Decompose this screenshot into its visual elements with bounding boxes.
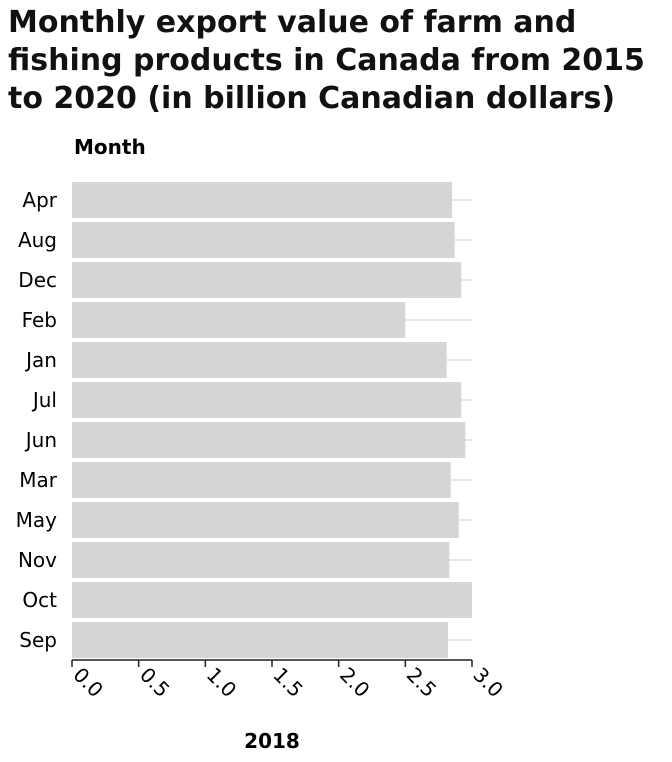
y-tick-label: Dec (18, 268, 57, 292)
y-tick-label: Oct (22, 588, 57, 612)
x-axis-label: 2018 (244, 729, 300, 753)
bar-mar (72, 462, 451, 498)
y-tick-labels: Apr Aug Dec Feb Jan Jul Jun Mar May Nov Oct Sep (16, 188, 58, 652)
bar-oct (72, 582, 472, 618)
x-tick-labels: 0.0 0.5 1.0 1.5 2.0 2.5 3.0 (68, 663, 507, 702)
x-tick-label: 1.0 (202, 663, 241, 702)
bar-nov (72, 542, 450, 578)
y-tick-label: Apr (22, 188, 57, 212)
y-axis-label: Month (74, 135, 146, 159)
bar-dec (72, 262, 462, 298)
bar-jul (72, 382, 462, 418)
x-tick-label: 2.5 (402, 663, 441, 702)
y-tick-label: Jul (31, 388, 57, 412)
y-tick-label: Feb (22, 308, 57, 332)
y-tick-label: May (16, 508, 58, 532)
bar-feb (72, 302, 406, 338)
bar-aug (72, 222, 455, 258)
y-tick-label: Mar (19, 468, 58, 492)
y-tick-label: Aug (18, 228, 57, 252)
x-tick-label: 3.0 (468, 663, 507, 702)
x-tick-label: 0.5 (135, 663, 174, 702)
chart-title: Monthly export value of farm and fishing… (8, 5, 645, 116)
y-tick-label: Nov (18, 548, 57, 572)
y-tick-label: Sep (19, 628, 57, 652)
bar-jun (72, 422, 466, 458)
x-axis (71, 659, 473, 667)
x-tick-label: 2.0 (335, 663, 374, 702)
bar-jan (72, 342, 447, 378)
bar-may (72, 502, 459, 538)
bars-layer (72, 182, 472, 658)
bar-apr (72, 182, 452, 218)
y-tick-label: Jan (24, 348, 57, 372)
x-tick-label: 1.5 (268, 663, 307, 702)
y-tick-label: Jun (24, 428, 57, 452)
x-tick-label: 0.0 (68, 663, 107, 702)
bar-sep (72, 622, 448, 658)
